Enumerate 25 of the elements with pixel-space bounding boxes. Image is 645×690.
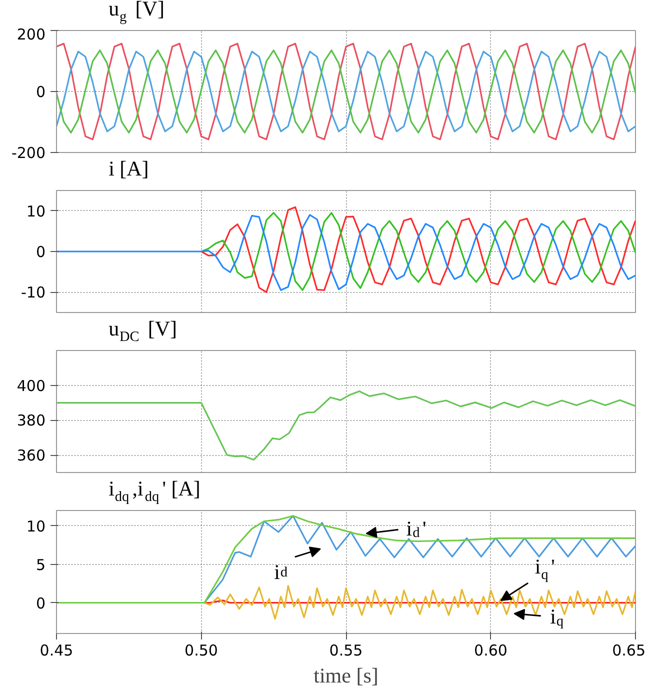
annotation: id xyxy=(274,560,288,584)
y-tick-label: 0 xyxy=(36,83,46,101)
y-tick-label: 360 xyxy=(16,446,46,465)
x-tick-label: 0.50 xyxy=(184,642,218,660)
y-tick-label: 200 xyxy=(16,26,46,44)
y-tick-label: 0 xyxy=(36,594,46,612)
x-tick-label: 0.55 xyxy=(329,642,363,660)
y-tick-label: 400 xyxy=(16,376,46,395)
y-tick-label: 0 xyxy=(36,243,46,261)
x-tick-label: 0.45 xyxy=(40,642,74,660)
y-tick-label: -200 xyxy=(11,144,46,162)
x-tick-label: 0.65 xyxy=(612,642,645,660)
y-tick-label: 380 xyxy=(16,412,46,430)
annotation: iq xyxy=(550,604,564,630)
y-tick-label: 10 xyxy=(26,517,46,536)
y-tick-label: 5 xyxy=(36,556,46,574)
annotation: id' xyxy=(406,516,426,542)
line-series xyxy=(56,390,636,461)
line-series xyxy=(56,515,636,604)
x-axis-title: time [s] xyxy=(314,664,378,688)
y-tick-label: 10 xyxy=(26,202,46,220)
y-tick-label: -10 xyxy=(21,284,46,302)
line-series xyxy=(56,214,636,291)
chart-title: i [A] xyxy=(108,156,149,180)
x-tick-label: 0.60 xyxy=(474,642,508,660)
